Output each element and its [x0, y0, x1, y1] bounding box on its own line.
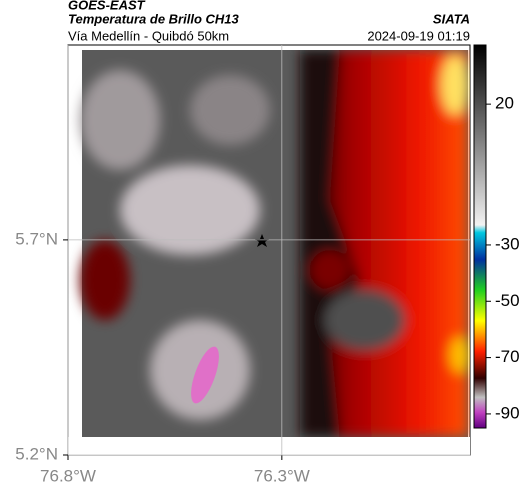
colorbar-tick-label: 20	[495, 94, 514, 113]
x-tick-label: 76.8°W	[40, 466, 96, 485]
y-tick-label: 5.7°N	[15, 229, 58, 248]
brightness-field	[68, 50, 470, 455]
source: SIATA	[433, 11, 470, 26]
route: Vía Medellín - Quibdó 50km	[68, 28, 229, 43]
y-tick-label: 5.2°N	[15, 444, 58, 463]
city-marker	[255, 234, 269, 247]
x-tick-label: 76.3°W	[254, 466, 310, 485]
colorbar-tick-label: -50	[495, 291, 520, 310]
title: GOES-EAST	[68, 0, 146, 12]
subtitle: Temperatura de Brillo CH13	[68, 11, 240, 26]
colorbar-tick-label: -30	[495, 234, 520, 253]
colorbar-tick-label: -90	[495, 403, 520, 422]
colorbar-tick-label: -70	[495, 347, 520, 366]
colorbar	[473, 44, 487, 429]
timestamp: 2024-09-19 01:19	[367, 28, 470, 43]
